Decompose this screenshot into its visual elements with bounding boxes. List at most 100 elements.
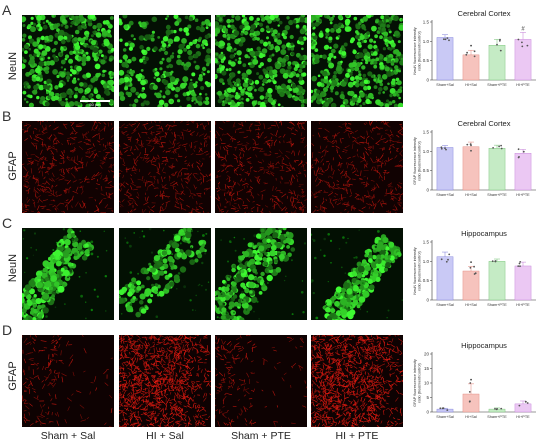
data-point-1 [447, 258, 449, 261]
data-point-4 [519, 265, 521, 268]
data-point-4 [521, 41, 523, 44]
data-point-3 [499, 49, 502, 52]
y-tick-label: 0.5 [423, 168, 430, 173]
significance-marker: • [470, 378, 472, 384]
column-label-sham-pte: Sham + PTE [231, 430, 291, 442]
data-point-2 [469, 382, 472, 384]
bar-chart-3: Hippocampus NeuN fluorescence intensityra… [410, 228, 540, 324]
data-point-3 [491, 260, 494, 263]
micrograph-r2-c3 [215, 121, 307, 213]
data-point-1 [440, 258, 443, 261]
data-point-2 [466, 51, 468, 54]
data-point-2 [473, 50, 476, 53]
bar-chart-1: Cerebral Cortex NeuN fluorescence intensi… [410, 8, 540, 104]
data-point-2 [469, 266, 472, 269]
x-tick-label: Sham+PTE [487, 83, 507, 87]
x-tick-label: Sham+PTE [487, 303, 507, 307]
y-tick-label: 1.0 [423, 259, 430, 264]
bar-2 [462, 146, 480, 191]
bar-chart-2: Cerebral Cortex GFAP fluorescence intensi… [410, 118, 540, 214]
bar-4 [514, 265, 532, 301]
y-tick-label: 1.5 [423, 20, 430, 25]
data-point-2 [470, 149, 472, 152]
x-tick-label: HI+Sal [465, 303, 477, 307]
data-point-4 [522, 150, 525, 153]
panel-letter-d: D [2, 322, 13, 338]
data-point-4 [524, 400, 527, 403]
x-tick-label: Sham+PTE [487, 415, 507, 419]
y-tick-label: 5 [426, 395, 429, 400]
micrograph-r1-c2 [119, 15, 211, 107]
bar-chart-4: Hippocampus GFAP fluorescence intensityra… [410, 340, 540, 436]
data-point-4 [517, 265, 520, 267]
chart-title: Cerebral Cortex [458, 9, 511, 18]
data-point-2 [473, 265, 475, 268]
significance-marker: • [470, 260, 472, 266]
y-tick-label: 0.5 [423, 278, 430, 283]
data-point-4 [518, 262, 521, 265]
data-point-1 [444, 38, 447, 41]
bar-2 [462, 393, 480, 413]
bar-2 [462, 54, 480, 81]
micrograph-r1-c3 [215, 15, 307, 107]
x-tick-label: Sham+PTE [487, 193, 507, 197]
chart-title: Hippocampus [461, 229, 507, 238]
data-point-1 [440, 147, 443, 150]
bar-chart-svg-4: Hippocampus GFAP fluorescence intensityra… [413, 341, 536, 419]
significance-marker: • [470, 44, 472, 50]
data-point-3 [498, 145, 500, 148]
micrograph-r4-c1 [22, 335, 114, 427]
y-tick-label: 20 [424, 352, 430, 357]
data-point-2 [473, 55, 476, 58]
data-point-3 [494, 260, 497, 263]
data-point-3 [492, 147, 494, 149]
data-point-4 [517, 148, 520, 151]
data-point-3 [496, 43, 498, 46]
micrograph-r3-c2 [119, 228, 211, 320]
bar-3 [488, 148, 506, 191]
y-tick-label: 1.5 [423, 130, 430, 135]
data-point-3 [500, 407, 503, 410]
bar-1 [436, 256, 454, 301]
y-tick-label: 0.5 [423, 58, 430, 63]
significance-marker: # [521, 26, 525, 32]
row-label-neun-cortex: NeuN [7, 51, 19, 81]
chart-ylabel: GFAP fluorescence intensityratio (treatm… [413, 137, 422, 185]
micrograph-r4-c2 [119, 335, 211, 427]
data-point-2 [468, 391, 471, 393]
data-point-1 [440, 146, 443, 149]
x-tick-label: HI+PTE [516, 83, 530, 87]
data-point-1 [439, 407, 442, 410]
micrograph-r2-c1 [22, 121, 114, 213]
bar-chart-svg-2: Cerebral Cortex GFAP fluorescence intensi… [413, 119, 536, 197]
data-point-4 [517, 38, 520, 41]
scale-bar: 50 µm [80, 100, 110, 107]
bar-2 [462, 270, 480, 301]
x-tick-label: HI+Sal [465, 83, 477, 87]
bar-3 [488, 45, 506, 81]
micrograph-r2-c2 [119, 121, 211, 213]
data-point-3 [496, 408, 498, 410]
x-tick-label: HI+Sal [465, 415, 477, 419]
row-label-gfap-hippo: GFAP [7, 361, 19, 391]
row-label-gfap-cortex: GFAP [7, 151, 19, 181]
data-point-4 [526, 44, 529, 47]
x-tick-label: HI+PTE [516, 415, 530, 419]
micrograph-r1-c4 [311, 15, 403, 107]
chart-title: Hippocampus [461, 341, 507, 350]
y-tick-label: 0 [426, 188, 429, 193]
data-point-4 [526, 402, 529, 404]
bar-4 [514, 39, 532, 81]
x-tick-label: Sham+Sal [436, 303, 454, 307]
micrograph-r3-c1 [22, 228, 114, 320]
micrograph-r4-c3 [215, 335, 307, 427]
y-tick-label: 10 [424, 381, 430, 386]
data-point-4 [521, 45, 524, 48]
y-tick-label: 1.0 [423, 149, 430, 154]
data-point-1 [443, 38, 445, 41]
data-point-3 [499, 38, 501, 41]
data-point-1 [445, 260, 448, 263]
x-tick-label: Sham+Sal [436, 83, 454, 87]
y-tick-label: 1.5 [423, 240, 430, 245]
column-label-hi-pte: HI + PTE [335, 430, 379, 442]
